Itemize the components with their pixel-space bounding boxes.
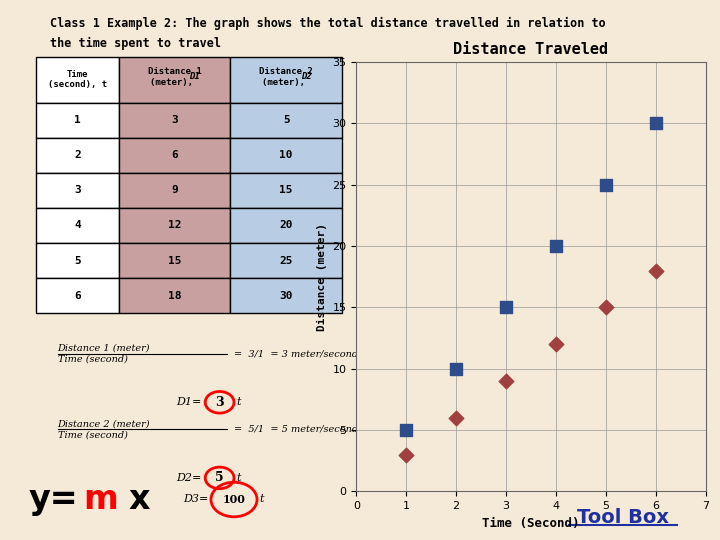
Bar bbox=[36, 103, 119, 138]
Text: D3=: D3= bbox=[184, 495, 209, 504]
Text: Distance 2
(meter),: Distance 2 (meter), bbox=[259, 68, 313, 86]
Text: Distance 2 (meter): Distance 2 (meter) bbox=[58, 419, 150, 428]
Point bbox=[451, 364, 462, 373]
Text: the time spent to travel: the time spent to travel bbox=[50, 37, 222, 50]
Text: Time (second): Time (second) bbox=[58, 430, 127, 440]
Text: 100: 100 bbox=[222, 494, 246, 505]
Point bbox=[500, 303, 512, 312]
Text: 5: 5 bbox=[74, 255, 81, 266]
Bar bbox=[36, 278, 119, 313]
Text: m: m bbox=[83, 483, 117, 516]
Text: Distance 1 (meter): Distance 1 (meter) bbox=[58, 343, 150, 353]
Text: D2: D2 bbox=[301, 72, 312, 82]
Text: t: t bbox=[236, 397, 240, 407]
Point bbox=[500, 377, 512, 386]
Text: D1: D1 bbox=[189, 72, 200, 82]
Bar bbox=[36, 243, 119, 278]
Text: 6: 6 bbox=[171, 150, 178, 160]
Text: =  5/1  = 5 meter/second: = 5/1 = 5 meter/second bbox=[234, 425, 358, 434]
Text: D2=: D2= bbox=[176, 473, 202, 483]
Text: t: t bbox=[259, 495, 264, 504]
Text: Class 1 Example 2: The graph shows the total distance travelled in relation to: Class 1 Example 2: The graph shows the t… bbox=[50, 17, 606, 30]
Text: 3: 3 bbox=[74, 185, 81, 195]
Text: Distance 1
(meter),: Distance 1 (meter), bbox=[148, 68, 202, 86]
Text: 1: 1 bbox=[74, 115, 81, 125]
Text: 18: 18 bbox=[168, 291, 181, 301]
Bar bbox=[230, 57, 342, 103]
Text: 4: 4 bbox=[74, 220, 81, 231]
Text: 3: 3 bbox=[171, 115, 178, 125]
Y-axis label: Distance (meter): Distance (meter) bbox=[317, 222, 327, 330]
Bar bbox=[119, 173, 230, 208]
Text: y=: y= bbox=[29, 483, 78, 516]
Point bbox=[650, 266, 662, 275]
Text: Tool Box: Tool Box bbox=[577, 508, 669, 527]
Point bbox=[451, 414, 462, 422]
Point bbox=[550, 340, 562, 348]
Point bbox=[550, 242, 562, 251]
Text: 5: 5 bbox=[283, 115, 289, 125]
Text: 6: 6 bbox=[74, 291, 81, 301]
Point bbox=[600, 180, 611, 189]
Text: 12: 12 bbox=[168, 220, 181, 231]
Text: Time
(second), t: Time (second), t bbox=[48, 70, 107, 89]
Bar bbox=[230, 278, 342, 313]
Text: t: t bbox=[236, 473, 240, 483]
Text: 30: 30 bbox=[279, 291, 293, 301]
Point bbox=[400, 426, 412, 434]
Text: Time (second): Time (second) bbox=[58, 355, 127, 364]
Text: 15: 15 bbox=[168, 255, 181, 266]
X-axis label: Time (Second): Time (Second) bbox=[482, 517, 580, 530]
Point bbox=[650, 119, 662, 128]
Bar bbox=[230, 103, 342, 138]
Text: 20: 20 bbox=[279, 220, 293, 231]
Text: 5: 5 bbox=[215, 471, 224, 484]
Bar bbox=[36, 208, 119, 243]
Bar bbox=[119, 103, 230, 138]
Bar bbox=[36, 57, 119, 103]
Bar bbox=[36, 173, 119, 208]
Text: 3: 3 bbox=[215, 396, 224, 409]
Point bbox=[400, 450, 412, 459]
Bar bbox=[119, 208, 230, 243]
Bar bbox=[36, 138, 119, 173]
Bar bbox=[230, 173, 342, 208]
Text: 15: 15 bbox=[279, 185, 293, 195]
Bar bbox=[230, 208, 342, 243]
Bar bbox=[230, 138, 342, 173]
Bar bbox=[119, 243, 230, 278]
Point bbox=[600, 303, 611, 312]
Text: x: x bbox=[128, 483, 150, 516]
Bar bbox=[119, 138, 230, 173]
Title: Distance Traveled: Distance Traveled bbox=[454, 42, 608, 57]
Bar bbox=[230, 243, 342, 278]
Bar bbox=[119, 278, 230, 313]
Text: 25: 25 bbox=[279, 255, 293, 266]
Text: 10: 10 bbox=[279, 150, 293, 160]
Text: 9: 9 bbox=[171, 185, 178, 195]
Bar bbox=[119, 57, 230, 103]
Text: 2: 2 bbox=[74, 150, 81, 160]
Text: =  3/1  = 3 meter/second: = 3/1 = 3 meter/second bbox=[234, 349, 358, 358]
Text: D1=: D1= bbox=[176, 397, 202, 407]
